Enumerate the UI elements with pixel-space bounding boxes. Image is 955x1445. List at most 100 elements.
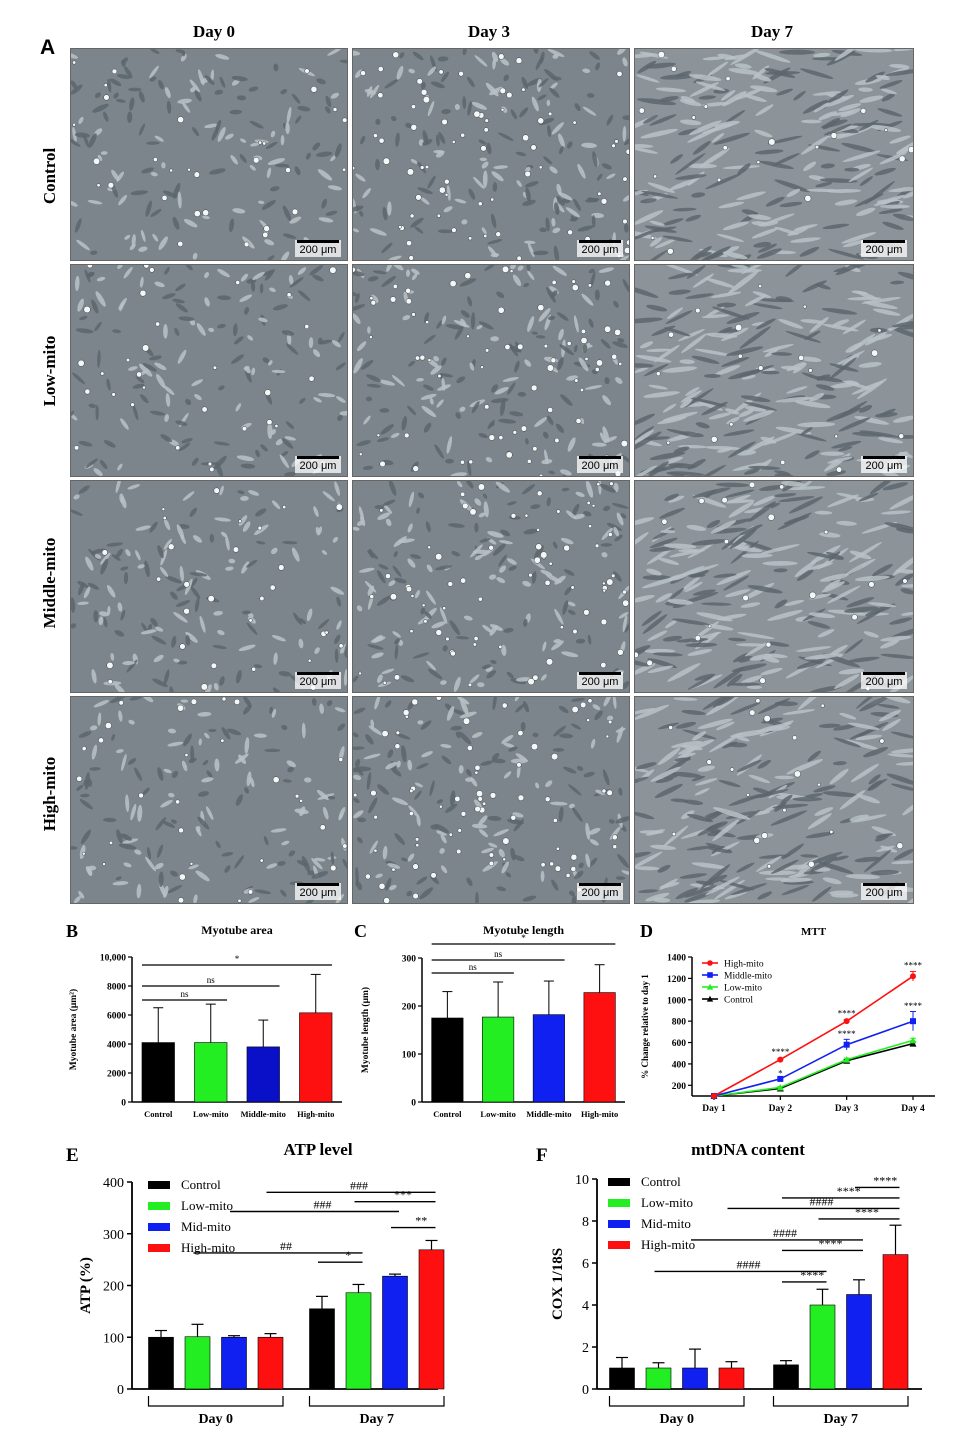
y-tick-label: 300 — [103, 1228, 124, 1243]
group-bracket — [308, 1396, 445, 1407]
chart-mtt: D MTT 200 400 600 800 1000 1200 1400 % Change rel… — [640, 921, 935, 1114]
x-tick-label: High-mito — [581, 1109, 618, 1119]
scale-bar: 200 μm — [577, 883, 623, 900]
scale-bar-line — [863, 672, 905, 675]
chart-title: Myotube area — [201, 923, 272, 937]
bar-0 — [609, 1367, 635, 1390]
micrograph-0-0: 200 μm — [70, 48, 348, 261]
y-tick-label: 600 — [672, 1039, 687, 1049]
data-point — [777, 1056, 784, 1063]
chart-myotube-length: C Myotube length 0 100 200 300 Myotube length … — [354, 921, 625, 1119]
legend-label: High-mito — [181, 1240, 235, 1255]
data-point — [843, 1018, 850, 1025]
micrograph-1-0: 200 μm — [70, 264, 348, 477]
micrograph-3-0: 200 μm — [70, 696, 348, 904]
significance-label: ns — [494, 949, 503, 959]
x-tick-label: Middle-mito — [526, 1109, 571, 1119]
y-tick-label: 100 — [103, 1331, 124, 1346]
y-tick-label: 10 — [575, 1173, 589, 1188]
y-tick-label: 400 — [672, 1060, 687, 1070]
legend-label: Mid-mito — [181, 1219, 231, 1234]
significance-label: #### — [737, 1257, 761, 1271]
data-point — [711, 1093, 717, 1099]
panel-a-letter: A — [40, 36, 56, 59]
x-tick-label: High-mito — [297, 1109, 334, 1119]
data-point — [910, 973, 916, 980]
significance-label: ns — [469, 962, 478, 972]
scale-bar-label: 200 μm — [865, 460, 903, 472]
significance-label: ns — [207, 975, 216, 985]
significance-label: **** — [800, 1268, 824, 1282]
bar-2 — [246, 1046, 280, 1103]
scale-bar-label: 200 μm — [299, 676, 337, 688]
data-point — [843, 1041, 850, 1048]
scale-bar: 200 μm — [861, 240, 907, 257]
significance-label: **** — [838, 1009, 857, 1019]
row-header-middle-mito: Middle-mito — [40, 537, 59, 629]
scale-bar: 200 μm — [577, 456, 623, 473]
y-tick-label: 2 — [582, 1341, 589, 1356]
y-axis-label: Myotube area (μm²) — [68, 989, 79, 1070]
data-point — [843, 1056, 851, 1063]
micrograph-1-2: 200 μm — [634, 264, 914, 477]
micrograph-0-1: 200 μm — [352, 48, 630, 261]
legend-label: Low-mito — [724, 984, 762, 994]
significance-label: ns — [180, 989, 189, 999]
y-axis-label: % Change relative to day 1 — [640, 974, 650, 1079]
y-tick-label: 800 — [672, 1018, 687, 1028]
legend-swatch — [608, 1220, 630, 1228]
y-tick-label: 8000 — [107, 983, 126, 993]
significance-label: #### — [810, 1194, 834, 1208]
y-tick-label: 0 — [411, 1099, 416, 1109]
column-header-day0: Day 0 — [192, 22, 236, 41]
y-tick-label: 0 — [582, 1383, 589, 1398]
legend-swatch — [148, 1223, 170, 1231]
panel-letter: E — [66, 1145, 79, 1166]
y-tick-label: 200 — [672, 1082, 687, 1092]
x-tick-label: Middle-mito — [241, 1109, 286, 1119]
micrograph-1-1: 200 μm — [352, 264, 630, 477]
group-bracket — [608, 1396, 745, 1407]
x-tick-label: Low-mito — [193, 1109, 228, 1119]
scale-bar-line — [579, 456, 621, 459]
significance-label: * — [235, 954, 240, 964]
scale-bar: 200 μm — [295, 672, 341, 689]
scale-bar-line — [579, 240, 621, 243]
data-point — [776, 1083, 784, 1091]
bar-4 — [309, 1308, 335, 1390]
chart-title: ATP level — [283, 1140, 352, 1159]
legend-swatch — [148, 1181, 170, 1189]
y-tick-label: 0 — [117, 1383, 124, 1398]
scale-bar: 200 μm — [577, 672, 623, 689]
legend-swatch — [608, 1241, 630, 1249]
y-tick-label: 200 — [103, 1280, 124, 1295]
scale-bar: 200 μm — [295, 456, 341, 473]
legend-label: High-mito — [724, 960, 764, 970]
scale-bar: 200 μm — [861, 883, 907, 900]
chart-title: Myotube length — [483, 923, 564, 937]
scale-bar-line — [863, 883, 905, 886]
bar-0 — [431, 1017, 464, 1103]
bar-4 — [773, 1364, 799, 1390]
y-tick-label: 1400 — [667, 954, 686, 964]
y-tick-label: 200 — [402, 1003, 417, 1013]
scale-bar: 200 μm — [861, 456, 907, 473]
group-label: Day 7 — [359, 1412, 394, 1427]
bar-6 — [846, 1294, 872, 1390]
significance-label: * — [345, 1248, 351, 1262]
group-label: Day 7 — [823, 1412, 858, 1427]
significance-label: **** — [873, 1173, 897, 1187]
scale-bar-line — [297, 883, 339, 886]
micrograph-image — [71, 697, 347, 903]
legend-label: Control — [181, 1177, 221, 1192]
significance-label: **** — [837, 1184, 861, 1198]
scale-bar: 200 μm — [295, 240, 341, 257]
legend-label: Middle-mito — [724, 972, 772, 982]
column-header-day7: Day 7 — [750, 22, 794, 41]
significance-label: **** — [838, 1029, 857, 1039]
scale-bar-line — [863, 240, 905, 243]
scale-bar-line — [297, 672, 339, 675]
y-tick-label: 300 — [402, 955, 417, 965]
y-tick-label: 8 — [582, 1215, 589, 1230]
